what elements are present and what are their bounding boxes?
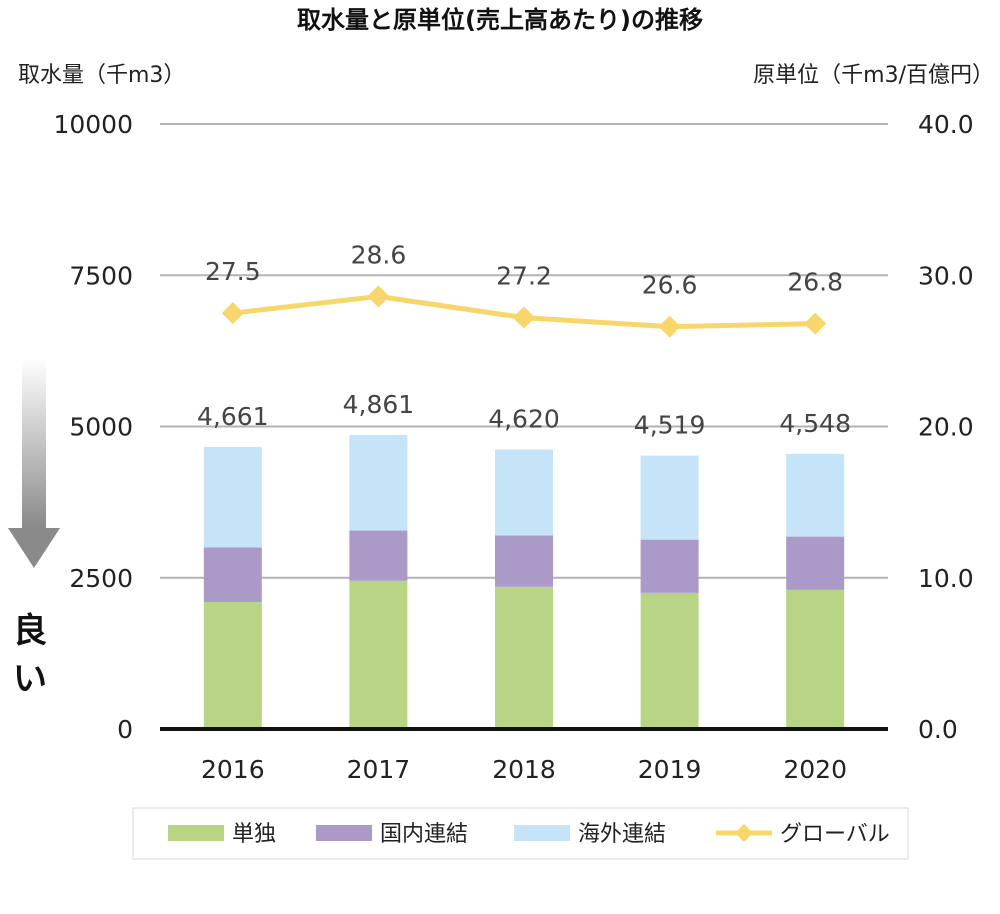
- bar-segment-国内連結: [640, 539, 699, 593]
- y-right-axis-title: 原単位（千m3/百億円）: [753, 63, 994, 88]
- x-category-labels: 2016 2017 2018 2019 2020: [201, 755, 847, 784]
- line-marker: [804, 312, 827, 335]
- x-category-label: 2019: [638, 755, 702, 784]
- bar-segment-海外連結: [640, 455, 699, 540]
- better-arrow: 良 い: [8, 358, 60, 699]
- y-left-axis-title: 取水量（千m3）: [18, 63, 185, 88]
- bar-segment-単独: [495, 586, 553, 729]
- y-left-ticks: 0 2500 5000 7500 10000: [53, 110, 133, 744]
- bar-segment-単独: [786, 589, 845, 729]
- bar-segment-海外連結: [349, 434, 408, 531]
- bar-segment-海外連結: [495, 449, 553, 536]
- x-category-label: 2016: [201, 755, 265, 784]
- legend: 単独 国内連結 海外連結 グローバル: [132, 807, 909, 860]
- line-marker: [221, 302, 244, 325]
- y-left-tick-label: 2500: [69, 564, 133, 593]
- line-marker: [367, 285, 390, 308]
- y-left-tick-label: 7500: [69, 261, 133, 290]
- y-left-tick-label: 0: [117, 715, 133, 744]
- y-right-tick-label: 0.0: [918, 715, 958, 744]
- bar-segment-国内連結: [495, 535, 553, 587]
- legend-marker: [735, 824, 753, 842]
- y-right-tick-label: 20.0: [918, 413, 974, 442]
- total-data-label: 4,519: [634, 411, 706, 440]
- line-data-label: 27.5: [205, 257, 261, 286]
- better-label-2: い: [13, 659, 47, 699]
- legend-swatch: [514, 825, 570, 841]
- y-right-tick-label: 10.0: [918, 564, 974, 593]
- x-category-label: 2018: [492, 755, 556, 784]
- legend-swatch: [316, 825, 372, 841]
- bar-segment-国内連結: [349, 530, 408, 581]
- y-right-ticks: 0.0 10.0 20.0 30.0 40.0: [918, 110, 974, 744]
- total-data-label: 4,620: [488, 404, 560, 433]
- legend-label: 国内連結: [380, 822, 468, 847]
- line-series: 27.5 28.6 27.2 26.6 26.8: [205, 240, 843, 338]
- total-data-label: 4,548: [779, 409, 851, 438]
- chart-title: 取水量と原単位(売上高あたり)の推移: [297, 6, 703, 34]
- line-data-label: 28.6: [351, 240, 407, 269]
- line-marker: [658, 315, 681, 338]
- legend-label: グローバル: [780, 822, 890, 847]
- total-data-label: 4,861: [343, 390, 415, 419]
- bar-segment-国内連結: [203, 547, 262, 602]
- legend-box: [132, 807, 909, 860]
- better-label-1: 良: [13, 611, 47, 651]
- bar-segment-国内連結: [786, 536, 845, 590]
- bar-segment-単独: [349, 580, 408, 729]
- y-left-tick-label: 10000: [53, 110, 133, 139]
- bar-stacks: 4,661 4,861 4,620 4,519 4,548: [197, 390, 851, 729]
- line-marker: [513, 306, 535, 329]
- bar-segment-単独: [640, 592, 699, 729]
- y-right-tick-label: 40.0: [918, 110, 974, 139]
- line-data-label: 27.2: [496, 262, 552, 291]
- bar-segment-海外連結: [203, 447, 262, 548]
- legend-swatch: [168, 825, 224, 841]
- legend-label: 海外連結: [578, 822, 666, 847]
- better-arrow-head: [8, 528, 60, 568]
- bar-segment-単独: [203, 601, 262, 729]
- total-data-label: 4,661: [197, 402, 269, 431]
- line-data-label: 26.6: [642, 271, 698, 300]
- legend-label: 単独: [232, 822, 276, 847]
- y-right-tick-label: 30.0: [918, 261, 974, 290]
- x-category-label: 2017: [347, 755, 411, 784]
- y-left-tick-label: 5000: [69, 413, 133, 442]
- bar-segment-海外連結: [786, 453, 845, 537]
- x-category-label: 2020: [783, 755, 847, 784]
- line-data-label: 26.8: [787, 268, 843, 297]
- better-arrow-shaft: [22, 358, 46, 528]
